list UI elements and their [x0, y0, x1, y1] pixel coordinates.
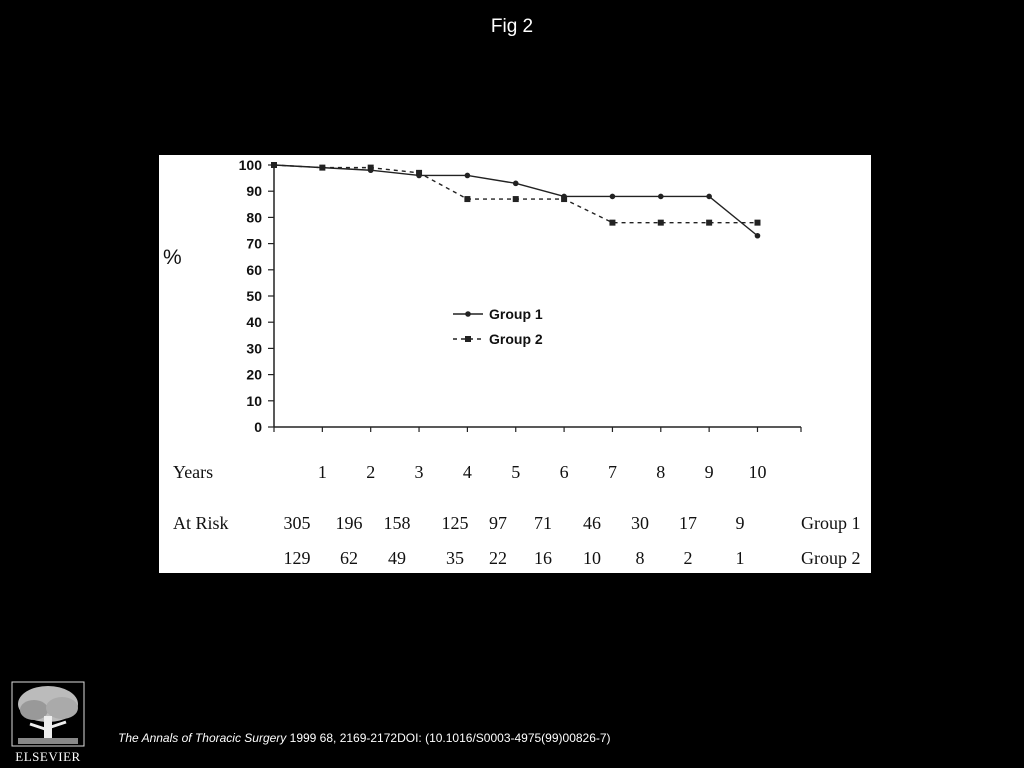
x-tick-label: 4 — [463, 462, 472, 482]
x-tick-label: 2 — [366, 462, 375, 482]
x-tick-labels: 1 2 3 4 5 6 7 8 9 10 — [318, 462, 767, 482]
x-tick-label: 5 — [511, 462, 520, 482]
series-group-2 — [271, 162, 761, 226]
at-risk-value: 305 — [284, 513, 311, 533]
data-point — [512, 196, 519, 203]
x-tick-label: 6 — [560, 462, 569, 482]
data-point — [416, 169, 423, 176]
at-risk-value: 16 — [534, 548, 552, 568]
at-risk-value: 125 — [442, 513, 469, 533]
y-tick-label: 80 — [246, 209, 262, 225]
data-point — [609, 193, 616, 200]
at-risk-group-label: Group 1 — [801, 513, 861, 533]
data-point — [464, 172, 471, 179]
legend: Group 1 Group 2 — [453, 306, 543, 347]
y-tick-label: 0 — [254, 419, 262, 435]
at-risk-value: 71 — [534, 513, 552, 533]
y-tick-label: 10 — [246, 393, 262, 409]
data-point — [754, 219, 761, 226]
at-risk-value: 30 — [631, 513, 649, 533]
data-point — [464, 196, 471, 203]
y-tick-labels: 0 10 20 30 40 50 60 70 80 90 100 — [239, 157, 263, 435]
y-tick-label: 60 — [246, 262, 262, 278]
x-tick-label: 8 — [656, 462, 665, 482]
at-risk-table: 305 196 158 125 97 71 46 30 17 9 Group 1 129 62 49 35 2… — [284, 513, 861, 568]
at-risk-value: 1 — [736, 548, 745, 568]
legend-marker — [465, 311, 471, 317]
at-risk-value: 35 — [446, 548, 464, 568]
at-risk-value: 49 — [388, 548, 406, 568]
at-risk-value: 10 — [583, 548, 601, 568]
at-risk-label: At Risk — [173, 513, 229, 533]
legend-label: Group 2 — [489, 331, 543, 347]
chart-panel: 0 10 20 30 40 50 60 70 80 90 100 % Group 1 Group 2 … — [159, 155, 871, 573]
at-risk-value: 129 — [284, 548, 311, 568]
at-risk-value: 196 — [336, 513, 363, 533]
journal-name: The Annals of Thoracic Surgery — [118, 731, 287, 745]
citation-footer: The Annals of Thoracic Surgery 1999 68, … — [118, 731, 611, 745]
legend-marker — [465, 336, 471, 342]
at-risk-value: 46 — [583, 513, 601, 533]
x-tick-label: 3 — [415, 462, 424, 482]
at-risk-value: 97 — [489, 513, 507, 533]
at-risk-row: 305 196 158 125 97 71 46 30 17 9 Group 1 — [284, 513, 861, 533]
citation-text: 1999 68, 2169-2172DOI: (10.1016/S0003-49… — [286, 731, 611, 745]
at-risk-value: 9 — [736, 513, 745, 533]
x-tick-label: 9 — [705, 462, 714, 482]
data-point — [561, 196, 568, 203]
y-tick-label: 90 — [246, 183, 262, 199]
data-point — [367, 164, 374, 171]
data-point — [706, 193, 712, 200]
y-tick-label: 30 — [246, 340, 262, 356]
at-risk-value: 62 — [340, 548, 358, 568]
at-risk-value: 8 — [636, 548, 645, 568]
publisher-name: ELSEVIER — [15, 749, 81, 764]
chart-axes — [268, 163, 802, 432]
legend-label: Group 1 — [489, 306, 543, 322]
y-tick-label: 50 — [246, 288, 262, 304]
at-risk-value: 22 — [489, 548, 507, 568]
figure-title: Fig 2 — [490, 16, 534, 37]
y-tick-label: 100 — [239, 157, 263, 173]
data-point — [657, 219, 664, 226]
y-axis-label: % — [163, 246, 182, 269]
series-layer — [271, 162, 761, 239]
x-tick-label: 1 — [318, 462, 327, 482]
y-tick-label: 40 — [246, 314, 262, 330]
data-point — [609, 219, 616, 226]
at-risk-value: 17 — [679, 513, 697, 533]
data-point — [657, 193, 664, 200]
at-risk-row: 129 62 49 35 22 16 10 8 2 1 Group 2 — [284, 548, 861, 568]
at-risk-group-label: Group 2 — [801, 548, 861, 568]
series-line — [273, 164, 758, 224]
data-point — [706, 219, 713, 226]
data-point — [319, 164, 326, 171]
at-risk-value: 158 — [384, 513, 411, 533]
data-point — [271, 162, 277, 168]
data-point — [512, 180, 519, 187]
x-axis-label: Years — [173, 462, 213, 482]
data-point — [754, 232, 761, 239]
x-tick-label: 7 — [608, 462, 617, 482]
x-tick-label: 10 — [748, 462, 766, 482]
at-risk-value: 2 — [684, 548, 693, 568]
y-tick-label: 20 — [246, 367, 262, 383]
y-tick-label: 70 — [246, 236, 262, 252]
elsevier-tree-icon — [11, 681, 85, 747]
